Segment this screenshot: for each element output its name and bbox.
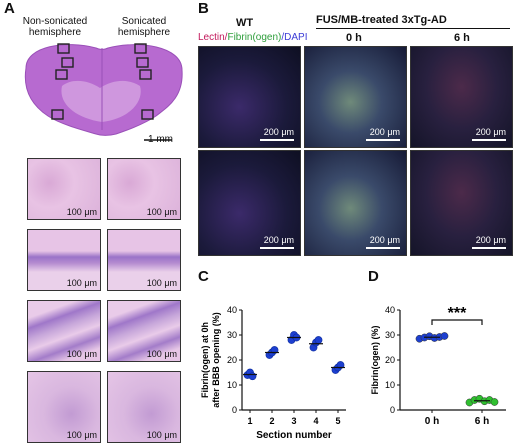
he-tile-sonicated-2: 100 μm [107,229,181,291]
wt-label: WT [236,17,254,29]
tile-scale-label: 100 μm [146,430,177,440]
y-tick-label: 30 [227,330,237,340]
y-tick-label: 0 [390,405,395,415]
x-tick-label: 5 [335,416,340,426]
x-tick-label: 3 [291,416,296,426]
he-tile-nonsonicated-3: 100 μm [27,300,101,362]
data-point [248,372,257,381]
fluor-scale-label: 200 μm [369,235,400,245]
y-axis-title: Fibrin(ogen) (%) [370,326,380,395]
panel-a-label: A [4,0,15,17]
tile-scale-label: 100 μm [66,349,97,359]
fluor-scale-bar [366,247,400,249]
brain-section-image [24,43,183,141]
fluor-0h-bottom: 200 μm [304,150,407,256]
panel-c-label: C [198,268,209,285]
data-point [270,346,279,354]
legend-dapi: /DAPI [281,32,308,43]
time-0h-label: 0 h [346,32,362,44]
tile-scale-label: 100 μm [66,207,97,217]
fluor-scale-label: 200 μm [475,127,506,137]
y-axis-title-line: Fibrin(ogen) at 0h [200,322,210,398]
he-tile-nonsonicated-1: 100 μm [27,158,101,220]
he-tile-sonicated-4: 100 μm [107,371,181,443]
fluor-scale-bar [260,247,294,249]
legend-fibrin: Fibrin(ogen) [227,32,282,43]
y-tick-label: 30 [385,330,395,340]
tile-scale-label: 100 μm [66,278,97,288]
non-sonicated-header: Non-sonicated hemisphere [22,16,88,38]
fluor-scale-label: 200 μm [263,235,294,245]
y-tick-label: 10 [227,380,237,390]
significance-bracket [431,319,483,325]
panel-d-label: D [368,268,379,285]
group-label: FUS/MB-treated 3xTg-AD [316,14,447,26]
legend-lectin: Lectin/ [198,32,228,43]
fluor-scale-label: 200 μm [475,235,506,245]
data-point [440,332,449,340]
tile-scale-label: 100 μm [146,207,177,217]
he-tile-nonsonicated-2: 100 μm [27,229,101,291]
x-axis-title: Section number [256,430,332,441]
x-tick-label: 1 [247,416,252,426]
stain-legend: Lectin/Fibrin(ogen)/DAPI [198,32,308,43]
fluor-scale-bar [366,139,400,141]
brain-scale-label: 1 mm [148,134,173,145]
fluor-scale-label: 200 μm [263,127,294,137]
fluor-wt-bottom: 200 μm [198,150,301,256]
data-point [336,361,345,369]
tile-scale-label: 100 μm [146,349,177,359]
sonicated-header: Sonicated hemisphere [117,16,171,38]
he-tile-sonicated-3: 100 μm [107,300,181,362]
chart-d: 0 10 20 30 40 0 h 6 h Fibrin(ogen) (%) *** [370,305,506,427]
y-tick-label: 20 [227,355,237,365]
y-tick-label: 0 [232,405,237,415]
fluor-6h-bottom: 200 μm [410,150,513,256]
data-point [314,336,323,344]
fluor-wt-top: 200 μm [198,46,301,148]
data-point [490,398,499,406]
group-underline [316,28,510,29]
panel-b-label: B [198,0,209,17]
he-tile-sonicated-1: 100 μm [107,158,181,220]
y-tick-label: 10 [385,380,395,390]
tile-scale-label: 100 μm [66,430,97,440]
significance-label: *** [448,305,467,322]
fluor-scale-label: 200 μm [369,127,400,137]
fluor-scale-bar [472,139,506,141]
y-tick-label: 40 [385,305,395,315]
y-axis-title-line: after BBB opening (%) [211,312,221,408]
fluor-scale-bar [472,247,506,249]
x-tick-label: 4 [313,416,318,426]
x-tick-label: 0 h [425,416,439,427]
fluor-scale-bar [260,139,294,141]
y-tick-label: 20 [385,355,395,365]
x-tick-label: 6 h [475,416,489,427]
fluor-0h-top: 200 μm [304,46,407,148]
tile-scale-label: 100 μm [146,278,177,288]
time-6h-label: 6 h [454,32,470,44]
fluor-6h-top: 200 μm [410,46,513,148]
he-tile-nonsonicated-4: 100 μm [27,371,101,443]
y-tick-label: 40 [227,305,237,315]
x-tick-label: 2 [269,416,274,426]
